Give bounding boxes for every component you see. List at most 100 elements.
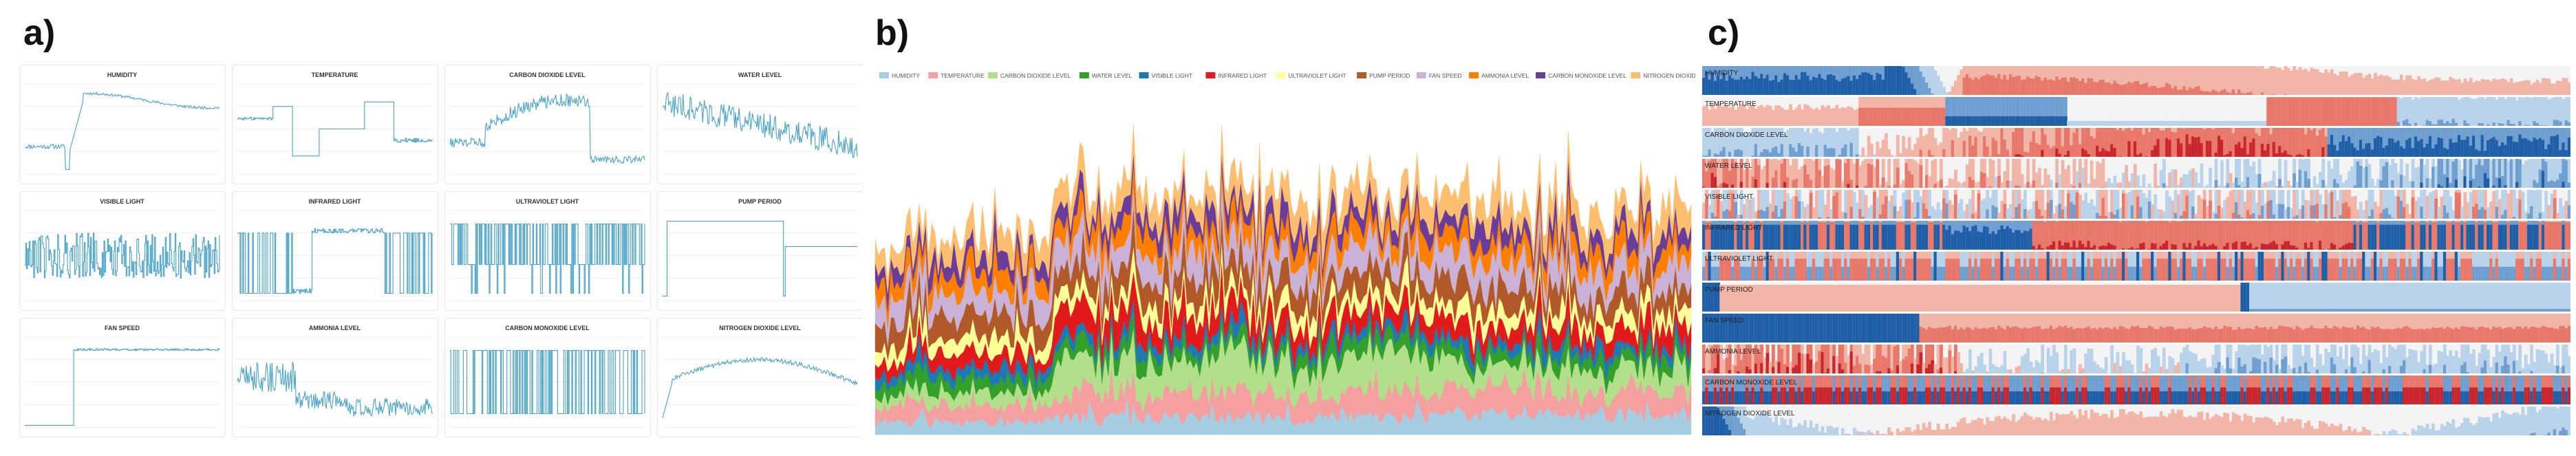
horizon-bar [2535, 79, 2540, 95]
horizon-bar [2154, 266, 2158, 281]
horizon-bar [2006, 97, 2010, 126]
horizon-bar [1994, 78, 1998, 95]
horizon-bar [2272, 221, 2276, 250]
horizon-bar [2475, 128, 2478, 157]
horizon-bar [1902, 136, 1906, 157]
horizon-bar [2015, 230, 2019, 250]
horizon-bar [1840, 285, 1845, 312]
legend-swatch [1357, 72, 1367, 78]
horizon-bar [2055, 221, 2059, 250]
horizon-bar [2055, 76, 2059, 95]
horizon-bar [2003, 204, 2007, 219]
horizon-bar [1983, 75, 1986, 95]
horizon-bar [1789, 80, 1793, 95]
horizon-bar [2333, 309, 2337, 312]
horizon-bar [2226, 266, 2230, 281]
horizon-bar [2058, 204, 2062, 219]
horizon-bar [2319, 309, 2322, 312]
horizon-bar [1797, 314, 1801, 343]
horizon-bar [1840, 266, 1845, 281]
horizon-bar [2304, 221, 2308, 250]
horizon-bar [1728, 224, 1732, 250]
horizon-bar [2235, 285, 2238, 312]
horizon-bar [1864, 195, 1868, 219]
horizon-bar [2162, 87, 2166, 95]
horizon-bar [2171, 66, 2175, 95]
horizon-bar [2420, 309, 2424, 312]
horizon-bar [2063, 169, 2068, 188]
horizon-bar [2544, 162, 2548, 188]
horizon-bar [2394, 97, 2398, 126]
horizon-bar [1739, 285, 1743, 312]
horizon-bar [2507, 221, 2511, 250]
horizon-bar [2055, 128, 2059, 157]
horizon-bar [1806, 266, 1810, 281]
horizon-bar [1878, 74, 1882, 95]
horizon-bar [1890, 187, 1894, 188]
horizon-bar [1818, 217, 1822, 219]
horizon-bar [1785, 193, 1790, 219]
horizon-bar [1768, 314, 1772, 343]
horizon-bar [2067, 66, 2070, 95]
horizon-bar [2284, 160, 2288, 188]
horizon-bar [1960, 69, 1964, 95]
horizon-bar [2090, 199, 2094, 219]
horizon-bar [2391, 190, 2394, 219]
horizon-bar [1765, 182, 1770, 188]
horizon-bar [1928, 176, 1931, 188]
horizon-bar [2541, 252, 2545, 281]
horizon-bar [2535, 259, 2540, 281]
horizon-bar [2110, 183, 2114, 188]
horizon-bar [1705, 105, 1709, 126]
horizon-bar [1931, 160, 1935, 188]
horizon-bar [2006, 149, 2010, 157]
horizon-bar [1760, 314, 1763, 343]
horizon-bar [1910, 314, 1914, 343]
horizon-bar [2284, 150, 2288, 157]
horizon-bar [1885, 66, 1888, 95]
horizon-bar [2101, 285, 2105, 312]
horizon-bar [2243, 283, 2247, 312]
horizon-bar [1997, 259, 2001, 281]
horizon-bar [1734, 79, 1738, 95]
horizon-bar [2341, 221, 2346, 250]
horizon-bar [2072, 120, 2076, 126]
horizon-bar [2457, 100, 2461, 126]
horizon-bar [2403, 80, 2406, 95]
horizon-bar [2035, 252, 2039, 281]
horizon-bar [2538, 169, 2542, 188]
horizon-bar [2547, 205, 2551, 219]
horizon-bar [1899, 184, 1902, 188]
horizon-bar [1890, 266, 1894, 281]
horizon-bar [1754, 211, 1758, 219]
horizon-bar [2159, 120, 2163, 126]
horizon-bar [1815, 266, 1818, 281]
horizon-bar [2130, 83, 2134, 95]
horizon-bar [1861, 259, 1865, 281]
horizon-bar [2070, 252, 2074, 281]
horizon-bar [1960, 266, 1964, 281]
horizon-bar [1986, 226, 1990, 250]
horizon-bar [1899, 314, 1902, 343]
horizon-bar [1748, 105, 1752, 126]
horizon-bar [2544, 221, 2548, 250]
horizon-bar [1951, 86, 1955, 95]
horizon-bar [2495, 159, 2499, 188]
horizon-bar [1942, 266, 1946, 281]
horizon-bar [2223, 120, 2227, 126]
horizon-bar [2515, 82, 2519, 95]
horizon-bar [2231, 213, 2235, 219]
horizon-bar [2226, 183, 2230, 188]
horizon-bar [1742, 204, 1746, 219]
horizon-bar [2008, 252, 2012, 281]
facet-title: INFRARED LIGHT [309, 198, 361, 205]
horizon-bar [2321, 221, 2326, 250]
horizon-bar [2000, 252, 2004, 281]
horizon-bar [1829, 209, 1833, 219]
horizon-bar [2365, 221, 2369, 250]
horizon-bar [1731, 106, 1735, 126]
horizon-bar [2104, 259, 2108, 281]
horizon-bar [2063, 116, 2068, 126]
horizon-bar [1951, 179, 1955, 188]
horizon-bar [2127, 266, 2132, 281]
